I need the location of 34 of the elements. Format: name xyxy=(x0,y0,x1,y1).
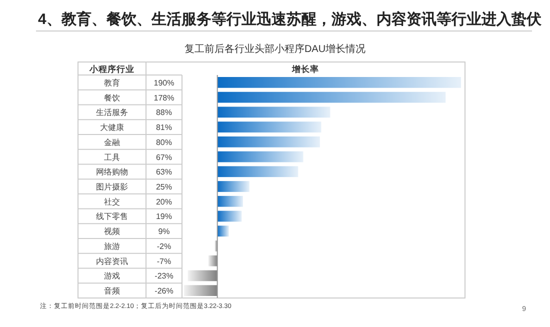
y-tick-label: 视频 xyxy=(104,227,120,236)
data-label: -26% xyxy=(154,286,174,296)
data-label: 9% xyxy=(158,227,170,236)
data-label: 67% xyxy=(156,152,172,162)
y-tick-label: 金融 xyxy=(104,138,120,147)
y-tick-label: 网络购物 xyxy=(96,168,128,177)
y-tick-label: 游戏 xyxy=(104,272,120,281)
y-tick-label: 音频 xyxy=(104,286,120,296)
data-label: 20% xyxy=(156,197,172,206)
data-label: 63% xyxy=(156,168,172,177)
y-tick-label: 生活服务 xyxy=(96,108,128,118)
y-tick-label: 餐饮 xyxy=(104,93,120,102)
data-label: 178% xyxy=(154,93,174,102)
data-label: -7% xyxy=(156,256,172,266)
y-axis-title: 小程序行业 xyxy=(88,64,134,74)
x-axis-title: 增长率 xyxy=(291,64,319,74)
data-label: 80% xyxy=(156,138,172,147)
y-tick-label: 社交 xyxy=(104,197,120,206)
data-label: -23% xyxy=(154,272,174,281)
y-tick-label: 教育 xyxy=(104,78,120,88)
data-label: 81% xyxy=(156,123,172,132)
y-tick-label: 图片摄影 xyxy=(96,182,128,192)
data-label: -2% xyxy=(156,242,172,251)
data-label: 25% xyxy=(156,182,172,192)
chart-subtitle: 复工前后各行业头部小程序DAU增长情况 xyxy=(184,43,366,55)
y-tick-label: 线下零售 xyxy=(96,212,128,222)
y-tick-label: 旅游 xyxy=(104,242,120,251)
y-tick-label: 内容资讯 xyxy=(96,256,128,266)
y-tick-label: 工具 xyxy=(104,152,120,162)
data-label: 88% xyxy=(156,108,172,118)
data-label: 190% xyxy=(154,78,174,88)
y-tick-label: 大健康 xyxy=(100,123,124,132)
chart-title: 4、教育、餐饮、生活服务等行业迅速苏醒，游戏、内容资讯等行业进入蛰伏 xyxy=(38,10,542,28)
data-label: 19% xyxy=(156,212,172,222)
